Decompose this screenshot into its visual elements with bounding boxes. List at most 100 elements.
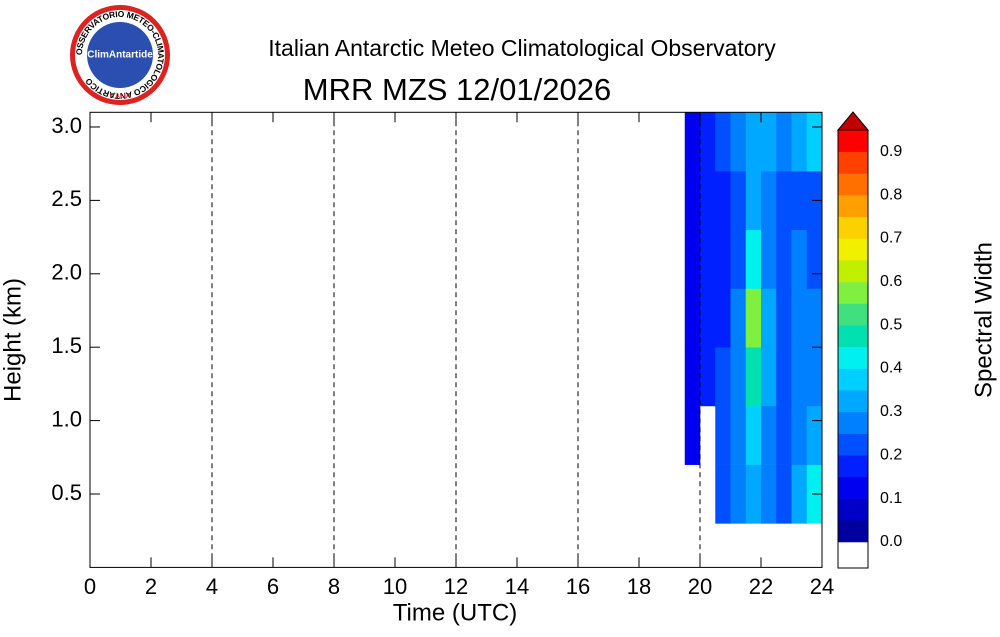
heatmap-cell <box>791 288 808 348</box>
heatmap-cell <box>776 405 792 465</box>
y-tick-label: 0.5 <box>51 480 82 505</box>
x-tick-label: 18 <box>627 574 651 599</box>
heatmap-cell <box>700 229 716 289</box>
heatmap-cell <box>745 347 762 407</box>
colorbar-label: Spectral Width <box>970 242 997 398</box>
logo: OSSERVATORIO METEO-CLIMATOLOGICO ANTARTI… <box>70 5 170 105</box>
y-tick-label: 1.5 <box>51 333 82 358</box>
heatmap-cell <box>730 112 747 172</box>
colorbar-tick-label: 0.6 <box>880 273 902 290</box>
colorbar-extend <box>836 111 870 131</box>
x-axis-label: Time (UTC) <box>393 599 517 626</box>
colorbar-segment <box>838 390 868 413</box>
colorbar-tick-label: 0.9 <box>880 143 902 160</box>
x-tick-label: 20 <box>688 574 712 599</box>
heatmap-cell <box>715 405 731 465</box>
x-tick-label: 22 <box>749 574 773 599</box>
colorbar-segment <box>838 325 868 348</box>
heatmap-cell <box>745 464 762 524</box>
heatmap-cell <box>806 112 823 172</box>
heatmap-cell <box>684 288 701 348</box>
colorbar-tick-label: 0.3 <box>880 403 902 420</box>
heatmap-cell <box>684 347 701 407</box>
heatmap-cell <box>761 347 777 407</box>
heatmap-cell <box>700 171 716 231</box>
colorbar-segment <box>838 368 868 391</box>
heatmap-cell <box>684 229 701 289</box>
colorbar-segment <box>838 411 868 434</box>
colorbar-segment <box>838 173 868 196</box>
heatmap-cell <box>791 405 808 465</box>
heatmap-cell <box>806 347 823 407</box>
heatmap-cell <box>715 112 731 172</box>
colorbar-segment <box>838 281 868 304</box>
heatmap-cell <box>776 347 792 407</box>
colorbar-tick-label: 0.5 <box>880 316 902 333</box>
heatmap-cell <box>791 464 808 524</box>
colorbar-tick-label: 0.7 <box>880 230 902 247</box>
heatmap-cell <box>745 112 762 172</box>
heatmap-cell <box>700 112 716 172</box>
heatmap-cell <box>761 112 777 172</box>
x-tick-label: 4 <box>206 574 218 599</box>
colorbar-segment <box>838 541 868 569</box>
colorbar-segment <box>838 130 868 152</box>
heatmap-cell <box>745 171 762 231</box>
heatmap-cell <box>715 464 731 524</box>
logo-country: ITALIA <box>110 93 131 100</box>
heatmap-cell <box>730 229 747 289</box>
heatmap-cell <box>745 405 762 465</box>
heatmap-cell <box>684 112 701 172</box>
y-axis-label: Height (km) <box>0 278 26 402</box>
heatmap-cell <box>715 171 731 231</box>
colorbar-segment <box>838 433 868 456</box>
heatmap-cell <box>791 229 808 289</box>
heatmap-cell <box>730 171 747 231</box>
heatmap-cell <box>776 171 792 231</box>
colorbar-segment <box>838 455 868 478</box>
x-tick-label: 24 <box>810 574 834 599</box>
x-tick-label: 10 <box>383 574 407 599</box>
heatmap-cell <box>715 288 731 348</box>
heatmap-cell <box>761 288 777 348</box>
colorbar-tick-label: 0.4 <box>880 360 902 377</box>
colorbar-segment <box>838 260 868 283</box>
heatmap-cell <box>791 112 808 172</box>
x-tick-label: 16 <box>566 574 590 599</box>
logo-center <box>87 22 153 88</box>
heatmap-cell <box>776 288 792 348</box>
x-tick-label: 8 <box>328 574 340 599</box>
colorbar-segment <box>838 151 868 174</box>
x-tick-label: 14 <box>505 574 529 599</box>
heatmap-cell <box>776 229 792 289</box>
heatmap-cell <box>700 288 716 348</box>
colorbar-tick-label: 0.1 <box>880 490 902 507</box>
heatmap-cell <box>730 405 747 465</box>
colorbar-tick-label: 0.8 <box>880 186 902 203</box>
x-tick-label: 12 <box>444 574 468 599</box>
heatmap-cell <box>684 171 701 231</box>
colorbar-segment <box>838 238 868 261</box>
y-tick-label: 2.0 <box>51 260 82 285</box>
colorbar-segment <box>838 498 868 521</box>
colorbar-tick-label: 0.0 <box>880 533 902 550</box>
colorbar-segment <box>838 520 868 543</box>
heatmap-cell <box>730 288 747 348</box>
y-tick-label: 2.5 <box>51 186 82 211</box>
heatmap-cell <box>730 347 747 407</box>
heatmap-cell <box>745 229 762 289</box>
y-tick-label: 1.0 <box>51 406 82 431</box>
heatmap-cell <box>684 405 701 465</box>
heatmap-cell <box>761 405 777 465</box>
colorbar-segment <box>838 216 868 239</box>
logo-center-text: ClimAntartide <box>87 50 153 61</box>
chart-subtitle: MRR MZS 12/01/2026 <box>303 72 611 107</box>
colorbar-frame <box>837 129 869 569</box>
heatmap-cell <box>730 464 747 524</box>
heatmap-cell <box>761 171 777 231</box>
colorbar-segment <box>838 303 868 326</box>
heatmap-cell <box>806 229 823 289</box>
heatmap-cell <box>761 464 777 524</box>
colorbar-segment <box>838 476 868 499</box>
